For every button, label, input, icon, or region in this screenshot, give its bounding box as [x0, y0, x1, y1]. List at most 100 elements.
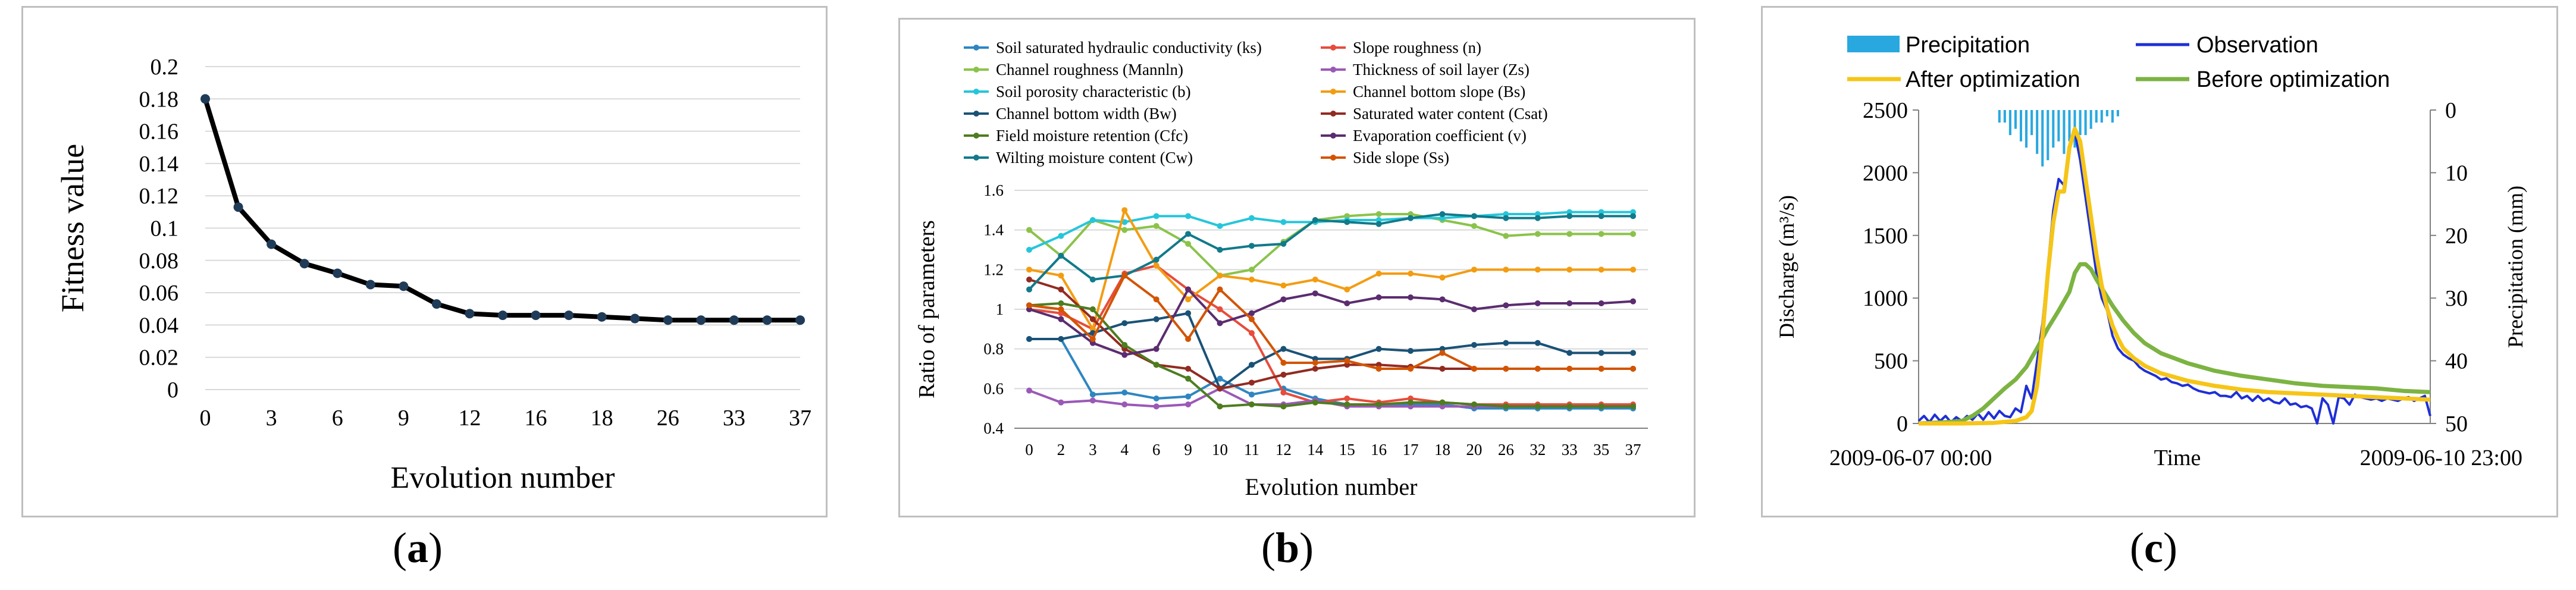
- y-tick-label: 1.6: [983, 181, 1004, 199]
- panel-c-frame: [1761, 6, 2558, 517]
- series-point: [1058, 336, 1064, 342]
- y-tick-label: 0.4: [983, 419, 1004, 437]
- series-point: [1089, 397, 1096, 404]
- y-tick-label: 1.2: [983, 261, 1004, 278]
- precipitation-bar: [2084, 110, 2087, 136]
- x-tick-label: 26: [1498, 441, 1514, 459]
- fitness-point: [233, 202, 243, 212]
- series-point: [1566, 266, 1573, 273]
- precipitation-bar: [2068, 110, 2071, 142]
- legend-label: Channel bottom slope (Bs): [1353, 83, 1525, 101]
- x-tick-label: 32: [1530, 441, 1546, 459]
- x-tick-label: 10: [1212, 441, 1228, 459]
- series-point: [1280, 403, 1287, 410]
- series-point: [1598, 213, 1604, 219]
- series-point: [1248, 266, 1255, 273]
- series-point: [1630, 366, 1636, 372]
- series-point: [1026, 336, 1032, 342]
- precipitation-bar: [2111, 110, 2114, 123]
- series-point: [1503, 366, 1509, 372]
- series-point: [1121, 320, 1128, 327]
- x-tick-label: 18: [1434, 441, 1450, 459]
- x-tick-label: 33: [723, 406, 745, 431]
- series-point: [1058, 286, 1064, 293]
- series-line: [1029, 302, 1633, 408]
- series-point: [1248, 316, 1255, 322]
- series-point: [1439, 296, 1446, 303]
- caption-c: (c): [2130, 524, 2177, 572]
- series-point: [1248, 330, 1255, 336]
- series-point: [1471, 306, 1477, 312]
- y-right-tick-label: 10: [2445, 161, 2468, 186]
- legend-label: Before optimization: [2196, 67, 2390, 92]
- series-point: [1375, 271, 1382, 277]
- fitness-chart: 0 0.02 0.04 0.06 0.08 0.1 0.12 0.14 0.16 0.18 0.2 0…: [55, 55, 811, 495]
- series-point: [1026, 227, 1032, 233]
- series-point: [1058, 306, 1064, 312]
- legend-label: Wilting moisture content (Cw): [996, 149, 1193, 167]
- series-point: [1439, 274, 1446, 281]
- series-point: [1408, 271, 1414, 277]
- series-point: [1503, 403, 1509, 410]
- legend-marker: [973, 45, 979, 51]
- x-tick-label: 0: [200, 406, 211, 431]
- series-point: [1344, 357, 1350, 364]
- fitness-point: [531, 310, 541, 321]
- series-point: [1503, 215, 1509, 221]
- legend-label: Channel roughness (Mannln): [996, 61, 1183, 79]
- series-point: [1630, 266, 1636, 273]
- series-point: [1344, 219, 1350, 225]
- x-tick-label: 37: [789, 406, 811, 431]
- series-point: [1598, 366, 1604, 372]
- series-point: [1153, 256, 1159, 263]
- y-right-tick-label: 40: [2445, 349, 2468, 374]
- series-point: [1121, 342, 1128, 348]
- series-point: [1026, 266, 1032, 273]
- series-point: [1503, 233, 1509, 239]
- series-point: [1089, 391, 1096, 398]
- series-point: [1312, 366, 1318, 372]
- series-point: [1566, 300, 1573, 306]
- series-point: [1630, 350, 1636, 356]
- fitness-point: [267, 239, 277, 249]
- series-point: [1503, 340, 1509, 346]
- fitness-point: [299, 259, 309, 269]
- x-tick-label: 37: [1625, 441, 1641, 459]
- series-point: [1471, 366, 1477, 372]
- x-tick-label: 12: [458, 406, 481, 431]
- series-line: [1029, 207, 1633, 332]
- panel-b-frame: [898, 18, 1696, 517]
- series-line: [1917, 131, 2431, 425]
- series-line: [1029, 287, 1634, 356]
- series-point: [1185, 241, 1192, 247]
- legend-label: Evaporation coefficient (v): [1353, 127, 1527, 145]
- series-point: [1471, 266, 1477, 273]
- x-tick-label: 20: [1466, 441, 1482, 459]
- series-point: [1312, 277, 1318, 283]
- x-tick-label: 16: [1371, 441, 1387, 459]
- y-tick-label: 1500: [1863, 224, 1908, 249]
- series-point: [1598, 350, 1604, 356]
- x-axis-title: Evolution number: [1245, 473, 1418, 500]
- legend-swatch: [1847, 36, 1900, 52]
- series-point: [1280, 372, 1287, 378]
- series-point: [1089, 217, 1096, 223]
- series-point: [1566, 366, 1573, 372]
- series-point: [1248, 310, 1255, 316]
- legend-label: Soil saturated hydraulic conductivity (k…: [996, 39, 1262, 57]
- series-point: [1058, 233, 1064, 239]
- series-point: [1534, 340, 1541, 346]
- fitness-point: [498, 310, 507, 321]
- panel-c: 0 500 1000 1500 2000 2500 0 10 20 30 40 50 Discharge…: [1749, 0, 2576, 590]
- series-point: [1153, 362, 1159, 368]
- x-tick-label: 2: [1057, 441, 1066, 459]
- x-tick-label: 6: [1152, 441, 1161, 459]
- legend-label: Soil porosity characteristic (b): [996, 83, 1191, 101]
- caption-c-letter: c: [2143, 524, 2163, 572]
- fitness-point: [465, 309, 475, 319]
- series-point: [1503, 302, 1509, 309]
- x-tick-label: 33: [1562, 441, 1578, 459]
- legend-marker: [1330, 67, 1336, 73]
- series-point: [1598, 266, 1604, 273]
- series-line: [1029, 274, 1633, 370]
